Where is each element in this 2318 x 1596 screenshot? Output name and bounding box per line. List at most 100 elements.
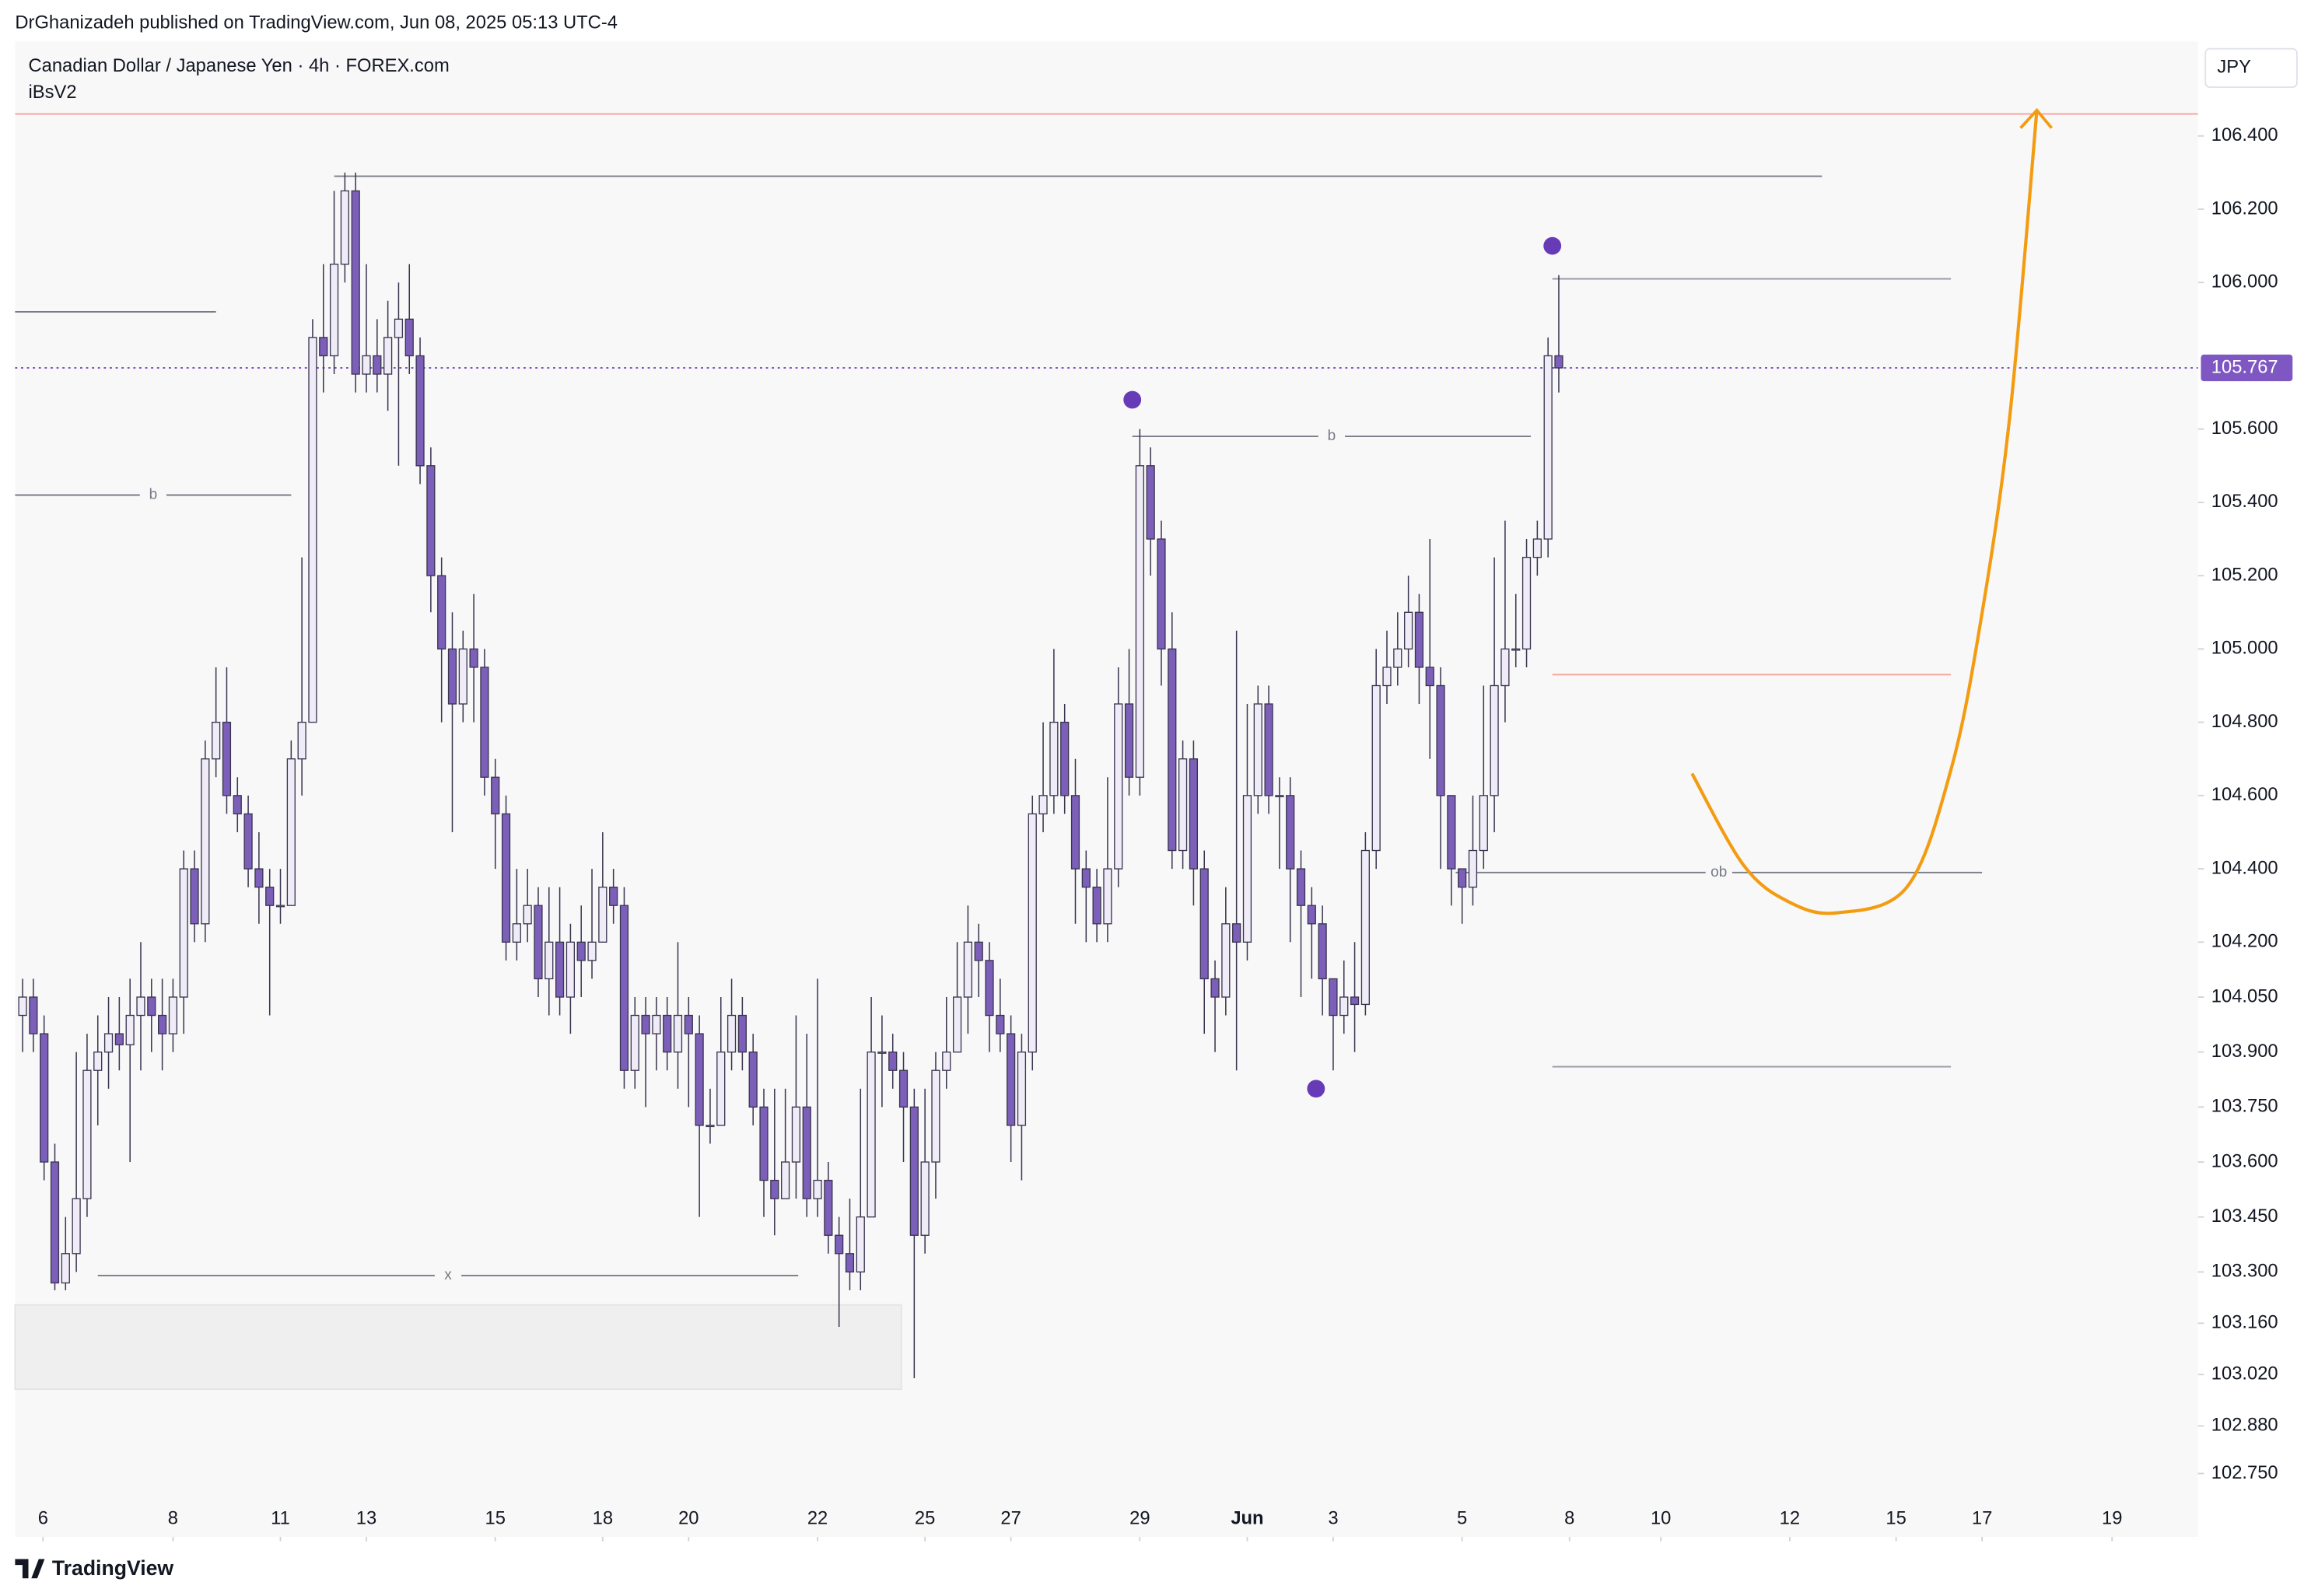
candle-body <box>212 721 221 760</box>
candle-body <box>362 355 371 375</box>
y-tick-label: 104.050 <box>2211 985 2278 1006</box>
candle-body <box>297 721 306 760</box>
candle-body <box>1081 868 1091 888</box>
candle-body <box>824 1179 833 1236</box>
candle-body <box>1060 721 1070 796</box>
tradingview-logo: TradingView <box>15 1556 173 1580</box>
candle-body <box>587 941 597 961</box>
candle-body <box>781 1161 790 1199</box>
x-tick-label: 20 <box>678 1507 699 1528</box>
y-tick-label: 104.400 <box>2211 857 2278 878</box>
level-label: x <box>444 1267 452 1283</box>
y-tick-label: 105.400 <box>2211 491 2278 512</box>
y-tick-label: 103.900 <box>2211 1041 2278 1062</box>
candle-body <box>1114 703 1123 870</box>
candle-body <box>1253 703 1262 796</box>
candle-body <box>877 1051 887 1054</box>
y-tick-label: 103.750 <box>2211 1096 2278 1117</box>
candle-body <box>125 1014 135 1045</box>
x-tick-label: 18 <box>593 1507 613 1528</box>
candle-body <box>802 1106 811 1199</box>
candle-body <box>684 1014 693 1034</box>
candle-body <box>329 263 339 357</box>
candle-body <box>523 905 532 925</box>
candle-body <box>985 960 994 1017</box>
x-tick-label: 11 <box>271 1507 290 1528</box>
candle-body <box>1339 996 1349 1017</box>
candle-body <box>706 1125 715 1128</box>
y-tick-label: 102.880 <box>2211 1415 2278 1436</box>
candle-body <box>168 996 178 1034</box>
candle-body <box>663 1014 672 1053</box>
candle-body <box>394 318 404 338</box>
currency-label[interactable]: JPY <box>2217 57 2251 78</box>
currency-button[interactable] <box>2204 47 2298 89</box>
y-tick-label: 104.600 <box>2211 784 2278 805</box>
candle-body <box>619 905 629 1071</box>
candle-body <box>1447 795 1456 870</box>
candle-body <box>770 1179 779 1199</box>
candle-body <box>544 941 554 980</box>
candle-body <box>1425 667 1434 687</box>
indicator-name: iBsV2 <box>29 82 77 103</box>
candle-body <box>1371 684 1381 852</box>
x-tick-label: 10 <box>1651 1507 1671 1528</box>
candle-body <box>759 1106 769 1181</box>
x-tick-label: 8 <box>1564 1507 1574 1528</box>
candle-body <box>373 355 382 375</box>
candle-body <box>179 868 188 998</box>
candle-body <box>157 1014 167 1034</box>
candle-body <box>1436 684 1445 796</box>
y-tick-label: 103.020 <box>2211 1363 2278 1384</box>
candle-body <box>286 758 296 906</box>
candle-body <box>1242 795 1252 943</box>
candle-body <box>1017 1051 1027 1126</box>
candle-body <box>748 1051 758 1108</box>
candle-body <box>29 996 38 1034</box>
candle-body <box>920 1161 930 1236</box>
candle-body <box>1028 813 1037 1053</box>
logo-icon <box>15 1559 45 1579</box>
candle-body <box>1007 1033 1016 1126</box>
candle-body <box>458 648 467 705</box>
candle-body <box>609 886 618 906</box>
candle-body <box>233 795 242 815</box>
candle-body <box>469 648 478 668</box>
candle-body <box>1479 795 1488 852</box>
candle-body <box>1393 648 1402 668</box>
candle-body <box>630 1014 639 1071</box>
candle-body <box>856 1216 865 1273</box>
candle-body <box>1521 556 1532 650</box>
swing-marker <box>1123 390 1142 409</box>
candle-body <box>136 996 145 1017</box>
candle-body <box>888 1051 898 1071</box>
candle-body <box>1350 996 1360 1006</box>
candle-body <box>1554 355 1563 369</box>
y-tick-label: 105.000 <box>2211 638 2278 659</box>
plot-area <box>15 41 2198 1538</box>
candle-body <box>415 355 425 467</box>
candle-body <box>351 190 360 375</box>
candle-body <box>1124 703 1134 778</box>
candle-body <box>1178 758 1188 852</box>
candle-body <box>383 337 393 375</box>
candle-body <box>426 465 436 576</box>
y-tick-label: 105.600 <box>2211 418 2278 439</box>
candle-body <box>576 941 586 961</box>
brand-name: TradingView <box>52 1556 173 1580</box>
candle-body <box>1318 923 1327 980</box>
x-tick-label: 5 <box>1457 1507 1467 1528</box>
candle-body <box>265 886 275 906</box>
candle-body <box>1221 923 1231 998</box>
x-tick-label: 15 <box>485 1507 506 1528</box>
candle-body <box>1500 648 1510 687</box>
candle-body <box>61 1253 70 1284</box>
x-tick-label: 3 <box>1328 1507 1338 1528</box>
candle-body <box>404 318 414 357</box>
candle-body <box>1038 795 1048 815</box>
x-tick-label: 12 <box>1780 1507 1800 1528</box>
candle-body <box>534 905 543 980</box>
price-axis <box>2197 41 2302 1538</box>
candle-body <box>845 1253 855 1273</box>
